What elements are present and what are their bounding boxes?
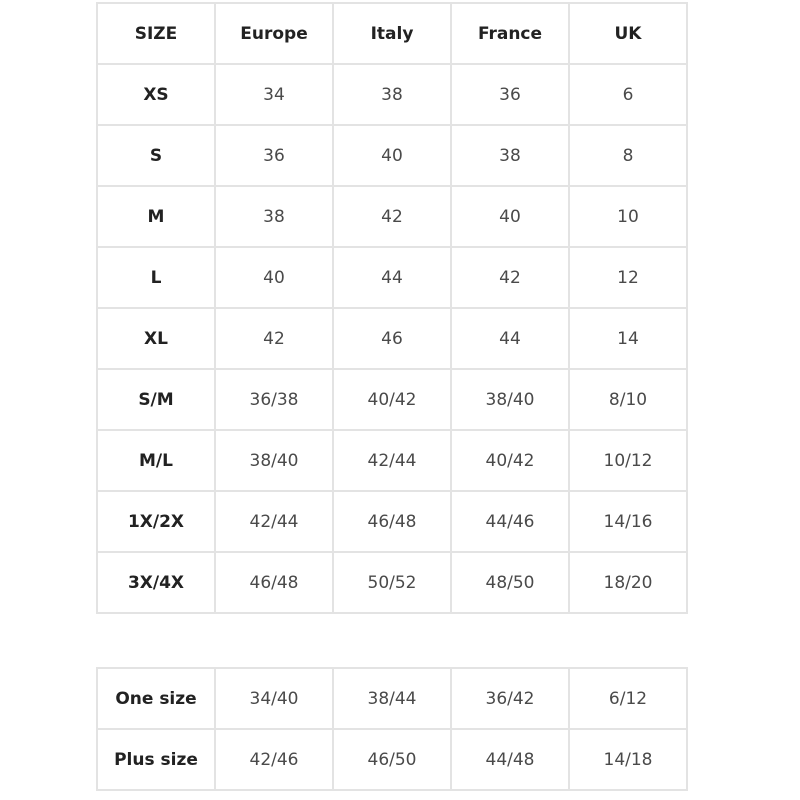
size-value-cell: 14/16 <box>568 490 688 553</box>
size-value-cell: 42/46 <box>214 728 334 791</box>
table-row: 1X/2X 42/44 46/48 44/46 14/16 <box>96 490 688 553</box>
size-value-cell: 46/50 <box>332 728 452 791</box>
size-label-cell: Plus size <box>96 728 216 791</box>
size-value-cell: 42 <box>450 246 570 309</box>
size-value-cell: 14 <box>568 307 688 370</box>
size-value-cell: 10 <box>568 185 688 248</box>
size-value-cell: 6 <box>568 63 688 126</box>
size-value-cell: 40 <box>332 124 452 187</box>
size-value-cell: 40 <box>450 185 570 248</box>
size-value-cell: 42 <box>214 307 334 370</box>
size-label-cell: S/M <box>96 368 216 431</box>
size-value-cell: 38 <box>214 185 334 248</box>
size-value-cell: 44 <box>332 246 452 309</box>
size-label-cell: 3X/4X <box>96 551 216 614</box>
size-value-cell: 10/12 <box>568 429 688 492</box>
size-value-cell: 42 <box>332 185 452 248</box>
table-row: S/M 36/38 40/42 38/40 8/10 <box>96 368 688 431</box>
size-value-cell: 40 <box>214 246 334 309</box>
size-value-cell: 34 <box>214 63 334 126</box>
size-value-cell: 6/12 <box>568 667 688 730</box>
size-chart-table: SIZE Europe Italy France UK XS 34 38 36 6 S 36 40 38 8… <box>96 2 688 614</box>
size-value-cell: 8 <box>568 124 688 187</box>
column-header: UK <box>568 2 688 65</box>
size-value-cell: 36/38 <box>214 368 334 431</box>
size-label-cell: One size <box>96 667 216 730</box>
size-value-cell: 44/48 <box>450 728 570 791</box>
size-value-cell: 38 <box>332 63 452 126</box>
column-header: Europe <box>214 2 334 65</box>
size-value-cell: 44 <box>450 307 570 370</box>
size-value-cell: 50/52 <box>332 551 452 614</box>
table-row: M/L 38/40 42/44 40/42 10/12 <box>96 429 688 492</box>
column-header: Italy <box>332 2 452 65</box>
size-label-cell: S <box>96 124 216 187</box>
size-value-cell: 38/40 <box>450 368 570 431</box>
size-label-cell: M <box>96 185 216 248</box>
size-label-cell: M/L <box>96 429 216 492</box>
table-row: XL 42 46 44 14 <box>96 307 688 370</box>
size-label-cell: XS <box>96 63 216 126</box>
table-row: L 40 44 42 12 <box>96 246 688 309</box>
size-value-cell: 38 <box>450 124 570 187</box>
size-value-cell: 36 <box>450 63 570 126</box>
size-value-cell: 44/46 <box>450 490 570 553</box>
table-row: One size 34/40 38/44 36/42 6/12 <box>96 667 688 730</box>
size-value-cell: 40/42 <box>450 429 570 492</box>
size-label-cell: XL <box>96 307 216 370</box>
size-value-cell: 36/42 <box>450 667 570 730</box>
size-value-cell: 38/44 <box>332 667 452 730</box>
size-value-cell: 36 <box>214 124 334 187</box>
size-value-cell: 46/48 <box>332 490 452 553</box>
one-plus-size-table: One size 34/40 38/44 36/42 6/12 Plus size 42/4… <box>96 667 688 791</box>
size-value-cell: 12 <box>568 246 688 309</box>
table-row: Plus size 42/46 46/50 44/48 14/18 <box>96 728 688 791</box>
size-value-cell: 34/40 <box>214 667 334 730</box>
size-value-cell: 38/40 <box>214 429 334 492</box>
table-row: XS 34 38 36 6 <box>96 63 688 126</box>
size-value-cell: 46 <box>332 307 452 370</box>
column-header: SIZE <box>96 2 216 65</box>
table-row: 3X/4X 46/48 50/52 48/50 18/20 <box>96 551 688 614</box>
size-value-cell: 40/42 <box>332 368 452 431</box>
size-value-cell: 18/20 <box>568 551 688 614</box>
size-label-cell: 1X/2X <box>96 490 216 553</box>
size-value-cell: 42/44 <box>214 490 334 553</box>
size-value-cell: 48/50 <box>450 551 570 614</box>
size-value-cell: 42/44 <box>332 429 452 492</box>
header-row: SIZE Europe Italy France UK <box>96 2 688 65</box>
size-value-cell: 14/18 <box>568 728 688 791</box>
column-header: France <box>450 2 570 65</box>
size-value-cell: 46/48 <box>214 551 334 614</box>
size-value-cell: 8/10 <box>568 368 688 431</box>
size-label-cell: L <box>96 246 216 309</box>
table-row: M 38 42 40 10 <box>96 185 688 248</box>
table-row: S 36 40 38 8 <box>96 124 688 187</box>
